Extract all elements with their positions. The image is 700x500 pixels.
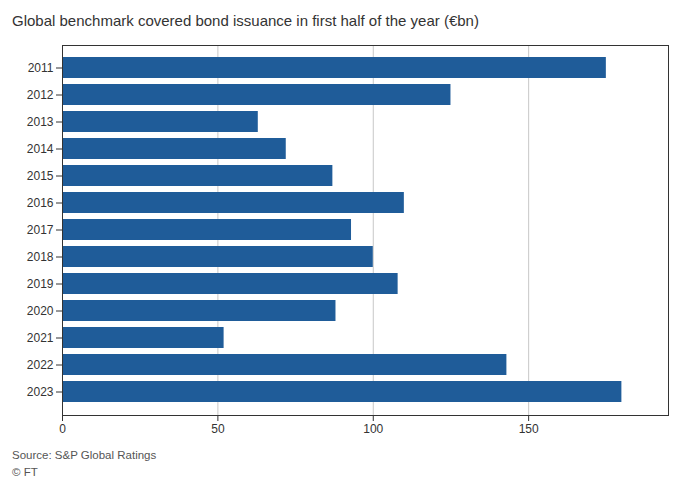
svg-text:2018: 2018 bbox=[27, 250, 54, 264]
html-text:© FT: © FT bbox=[12, 466, 38, 479]
svg-text:2017: 2017 bbox=[27, 223, 54, 237]
svg-text:2022: 2022 bbox=[27, 358, 54, 372]
svg-text:2020: 2020 bbox=[27, 304, 54, 318]
svg-text:2014: 2014 bbox=[27, 142, 54, 156]
html-text:Source: S&P Global Ratings: Source: S&P Global Ratings bbox=[12, 449, 157, 461]
svg-text:2015: 2015 bbox=[27, 169, 54, 183]
svg-text:100: 100 bbox=[363, 422, 383, 436]
svg-text:2023: 2023 bbox=[27, 385, 54, 399]
svg-text:50: 50 bbox=[211, 422, 225, 436]
svg-text:2011: 2011 bbox=[28, 61, 54, 75]
svg-text:2016: 2016 bbox=[27, 196, 54, 210]
svg-text:2019: 2019 bbox=[27, 277, 54, 291]
html-text:Global benchmark covered bond: Global benchmark covered bond issuance i… bbox=[12, 12, 479, 29]
svg-text:2013: 2013 bbox=[27, 115, 54, 129]
svg-text:0: 0 bbox=[59, 422, 66, 436]
svg-text:150: 150 bbox=[519, 422, 539, 436]
svg-text:2012: 2012 bbox=[27, 88, 54, 102]
svg-text:2021: 2021 bbox=[27, 331, 54, 345]
